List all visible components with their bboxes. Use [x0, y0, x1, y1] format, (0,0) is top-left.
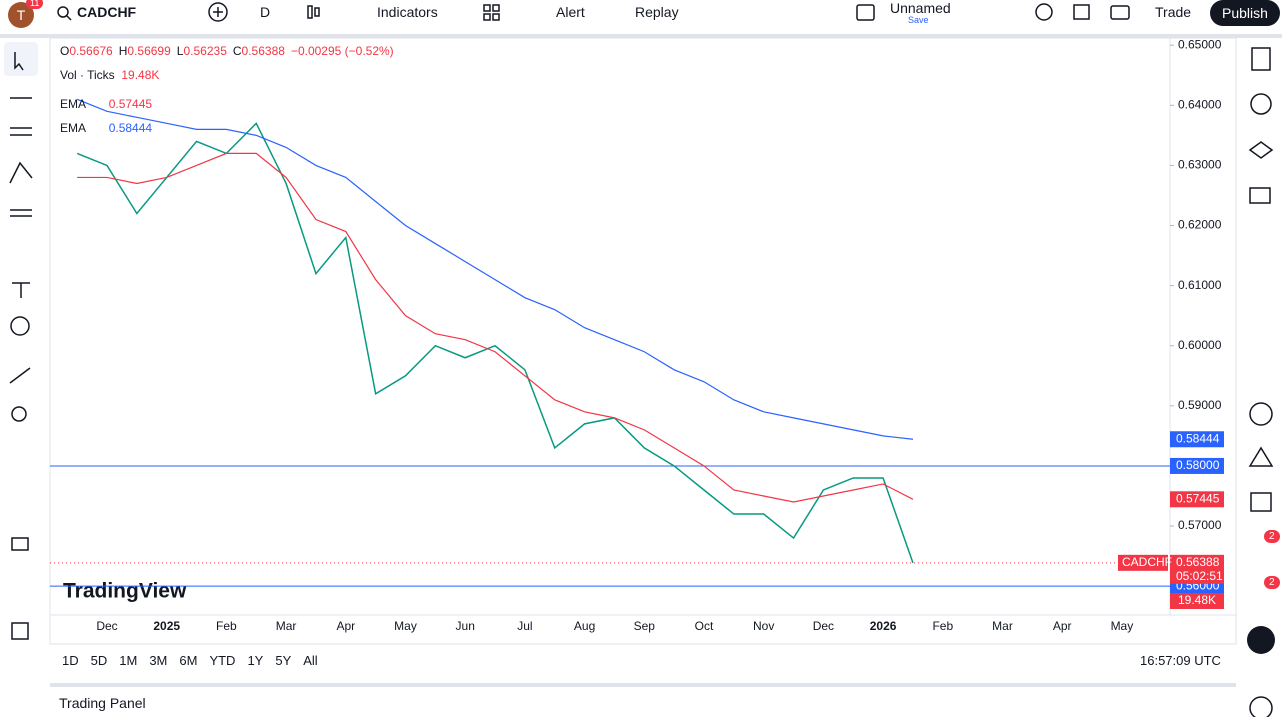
watermark: TradingView [63, 580, 187, 603]
ohlc-value: 0.56235 [183, 44, 227, 58]
x-tick-label: Dec [96, 619, 117, 633]
x-tick-label: Mar [992, 619, 1013, 633]
x-tick-label: Jun [456, 619, 475, 633]
ema-value: 0.57445 [108, 97, 153, 111]
series-line [76, 122, 914, 564]
volume-box [1170, 593, 1224, 609]
ohlc-legend: O0.56676 H0.56699 L0.56235 C0.56388 −0.00295… [60, 44, 394, 58]
range-button[interactable]: 5Y [275, 653, 292, 668]
range-button[interactable]: 5D [90, 653, 108, 668]
price-label-box [1170, 457, 1224, 474]
range-button[interactable]: All [303, 653, 318, 668]
price-label: 0.56388 [1176, 555, 1220, 569]
publish-button[interactable]: Publish [1210, 0, 1280, 26]
range-button[interactable]: YTD [209, 653, 236, 668]
price-label-box [1170, 431, 1224, 448]
ohlc-value: 0.56388 [241, 44, 285, 58]
volume-legend: Vol · Ticks 19.48K [60, 68, 159, 82]
x-tick-label: Jul [517, 619, 532, 633]
x-tick-label: Apr [336, 619, 355, 633]
y-tick-label: 0.65000 [1178, 37, 1222, 51]
x-tick-label: Apr [1053, 619, 1072, 633]
price-label-box [1170, 491, 1224, 508]
ohlc-key: L [176, 44, 184, 58]
toolbar-icons [57, 2, 1130, 22]
notification-badge: 11 [26, 0, 44, 9]
layout-name[interactable]: Unnamed [890, 0, 951, 16]
alert-button[interactable]: Alert [556, 4, 585, 20]
y-tick-label: 0.61000 [1178, 278, 1222, 292]
x-tick-label: Aug [574, 619, 595, 633]
trading-panel [50, 683, 1236, 721]
x-tick-label: May [1111, 619, 1134, 633]
trade-button[interactable]: Trade [1155, 4, 1192, 20]
x-tick-label: 2025 [153, 619, 180, 633]
ema-row: EMA 0.57445 [60, 92, 152, 116]
price-label-box [1170, 554, 1224, 571]
range-button[interactable]: 1D [62, 653, 79, 668]
range-button[interactable]: 6M [179, 653, 198, 668]
symbol[interactable]: CADCHF [77, 4, 137, 20]
y-tick-label: 0.64000 [1178, 97, 1222, 111]
badge: 2 [1264, 576, 1280, 589]
range-button[interactable]: 1M [119, 653, 138, 668]
volume-label: 19.48K [1178, 593, 1216, 607]
y-tick-label: 0.62000 [1178, 218, 1222, 232]
x-tick-label: Oct [695, 619, 714, 633]
badge: 2 [1264, 530, 1280, 543]
interval[interactable]: D [260, 4, 271, 20]
x-tick-label: May [394, 619, 417, 633]
countdown: 05:02:51 [1176, 569, 1223, 583]
right-sidebar [1247, 47, 1275, 717]
y-tick-label: 0.60000 [1178, 338, 1222, 352]
drawing-toolbar [4, 42, 38, 640]
x-tick-label: Sep [634, 619, 656, 633]
ema-name: EMA [60, 97, 86, 111]
ohlc-value: 0.56676 [69, 44, 113, 58]
ema-legend: EMA 0.57445 EMA 0.58444 [60, 92, 152, 140]
price-label: 0.58000 [1176, 458, 1220, 472]
y-tick-label: 0.57000 [1178, 518, 1222, 532]
indicators-button[interactable]: Indicators [377, 4, 438, 20]
symbol-box [1118, 554, 1168, 571]
x-tick-label: Nov [753, 619, 774, 633]
ohlc-value: 0.56699 [127, 44, 171, 58]
price-label: 0.57445 [1176, 491, 1220, 505]
replay-button[interactable]: Replay [635, 4, 679, 20]
x-tick-label: Dec [813, 619, 834, 633]
ohlc-key: H [118, 44, 128, 58]
clock: 16:57:09 UTC [1140, 653, 1221, 668]
ohlc-key: O [60, 44, 70, 58]
range-button[interactable]: 3M [149, 653, 168, 668]
x-tick-label: Feb [216, 619, 237, 633]
price-label: 0.58444 [1176, 431, 1220, 445]
series-line [76, 98, 914, 440]
range-bar: 1D 5D 1M 3M 6M YTD 1Y 5Y All [62, 653, 330, 668]
countdown-box [1170, 569, 1224, 584]
x-tick-label: Feb [932, 619, 953, 633]
save-button[interactable]: Save [908, 15, 929, 25]
ema-value: 0.58444 [108, 121, 153, 135]
ema-name: EMA [60, 121, 86, 135]
top-bar [0, 0, 1282, 38]
series-line [77, 152, 914, 503]
change: −0.00295 (−0.52%) [290, 44, 394, 58]
volume-title: Vol · Ticks [60, 68, 115, 82]
ema-row: EMA 0.58444 [60, 116, 152, 140]
x-tick-label: 2026 [870, 619, 897, 633]
symbol-label: CADCHF [1122, 555, 1172, 569]
ohlc-key: C [232, 44, 242, 58]
trading-panel-title[interactable]: Trading Panel [59, 695, 146, 711]
y-tick-label: 0.63000 [1178, 158, 1222, 172]
range-button[interactable]: 1Y [247, 653, 264, 668]
volume-value: 19.48K [121, 68, 160, 82]
y-tick-label: 0.59000 [1178, 398, 1222, 412]
x-tick-label: Mar [276, 619, 297, 633]
chart: TradingView 0.65000 0.64000 0.63000 0.62000… [49, 37, 1237, 645]
